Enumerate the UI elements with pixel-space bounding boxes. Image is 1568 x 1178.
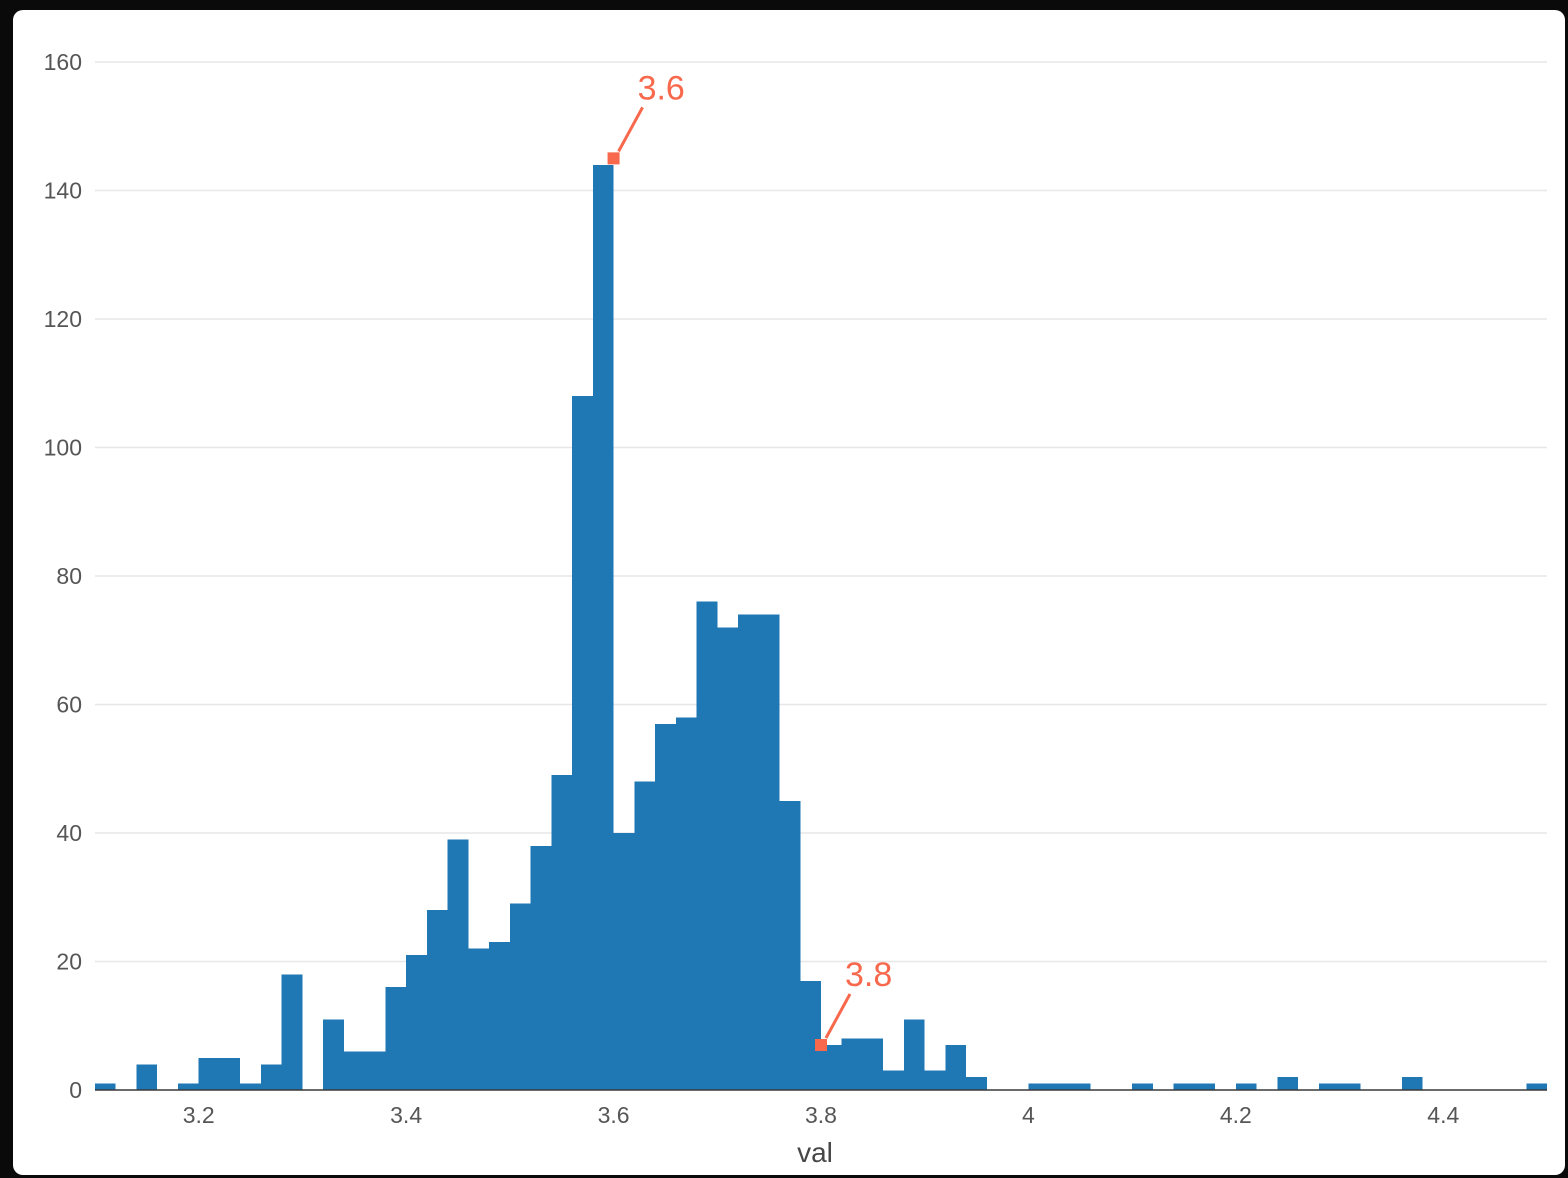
histogram-bars bbox=[95, 164, 1547, 1091]
histogram-bar bbox=[696, 601, 718, 1090]
histogram-bar bbox=[1194, 1083, 1216, 1090]
histogram-bar bbox=[738, 614, 759, 1090]
histogram-bar bbox=[198, 1057, 220, 1090]
x-tick-label: 4.4 bbox=[1427, 1102, 1459, 1128]
histogram-bar bbox=[1132, 1083, 1153, 1090]
histogram-bar bbox=[779, 800, 801, 1090]
x-tick-label: 3.6 bbox=[598, 1102, 630, 1128]
histogram-bar bbox=[862, 1038, 884, 1090]
histogram-bar bbox=[530, 845, 552, 1090]
x-tick-label: 3.8 bbox=[805, 1102, 837, 1128]
histogram-bar bbox=[406, 955, 427, 1090]
histogram-bar bbox=[966, 1077, 987, 1090]
histogram-bar bbox=[281, 974, 303, 1090]
y-tick-label: 140 bbox=[44, 178, 82, 204]
histogram-bar bbox=[364, 1051, 386, 1090]
histogram-bar bbox=[551, 775, 573, 1090]
histogram-bar bbox=[343, 1051, 365, 1090]
histogram-bar bbox=[675, 717, 697, 1090]
y-tick-label: 80 bbox=[56, 563, 82, 589]
x-tick-label: 3.4 bbox=[390, 1102, 422, 1128]
gridlines bbox=[95, 61, 1547, 963]
histogram-bar bbox=[841, 1038, 863, 1090]
histogram-bar bbox=[1049, 1083, 1070, 1090]
histogram-bar bbox=[509, 903, 531, 1090]
histogram-bar bbox=[655, 723, 676, 1090]
histogram-bar bbox=[821, 1045, 842, 1090]
histogram-bar bbox=[489, 942, 510, 1090]
histogram-bar bbox=[177, 1083, 199, 1090]
y-tick-label: 60 bbox=[56, 692, 82, 718]
histogram-bar bbox=[323, 1019, 344, 1090]
tick-labels: 0 20 40 60 80 100 120 140 160 3.2 3.4 3.6 3.8 4 4.2 4.4 bbox=[44, 49, 1460, 1128]
histogram-bar bbox=[945, 1045, 967, 1090]
histogram-bar bbox=[572, 396, 593, 1091]
y-tick-label: 20 bbox=[56, 949, 82, 975]
histogram-bar bbox=[1069, 1083, 1091, 1090]
annotation-arrow bbox=[617, 106, 644, 153]
annotations: 3.6 3.8 bbox=[607, 69, 892, 1052]
annotation-arrow bbox=[824, 993, 852, 1039]
histogram-bar bbox=[883, 1070, 904, 1090]
histogram-bar bbox=[1277, 1077, 1299, 1090]
histogram-bar bbox=[1318, 1083, 1340, 1090]
histogram-bar bbox=[1028, 1083, 1050, 1090]
annotation-marker bbox=[815, 1039, 827, 1052]
histogram-bar bbox=[634, 781, 656, 1090]
y-tick-label: 40 bbox=[56, 820, 82, 846]
x-tick-label: 4 bbox=[1022, 1102, 1035, 1128]
histogram-bar bbox=[613, 833, 635, 1090]
y-tick-label: 100 bbox=[44, 435, 82, 461]
histogram-bar bbox=[468, 948, 490, 1090]
histogram-bar bbox=[136, 1064, 158, 1090]
y-tick-label: 160 bbox=[44, 49, 82, 75]
histogram-bar bbox=[758, 614, 780, 1090]
histogram-bar bbox=[240, 1083, 261, 1090]
histogram-bar bbox=[1235, 1083, 1257, 1090]
x-tick-label: 3.2 bbox=[183, 1102, 215, 1128]
histogram-bar bbox=[1339, 1083, 1361, 1090]
histogram-bar bbox=[903, 1019, 925, 1090]
histogram-bar bbox=[592, 164, 614, 1091]
histogram-bar bbox=[924, 1070, 946, 1090]
annotation-label: 3.8 bbox=[845, 956, 892, 994]
histogram-bar bbox=[95, 1083, 116, 1090]
histogram-bar bbox=[717, 627, 739, 1090]
histogram-bar bbox=[800, 980, 821, 1090]
histogram-bar bbox=[260, 1064, 282, 1090]
histogram-bar bbox=[426, 910, 448, 1090]
histogram-bar bbox=[1526, 1083, 1547, 1090]
histogram-bar bbox=[219, 1057, 241, 1090]
x-tick-label: 4.2 bbox=[1220, 1102, 1252, 1128]
y-tick-label: 0 bbox=[69, 1077, 82, 1103]
x-axis-title: val bbox=[797, 1137, 833, 1168]
histogram-bar bbox=[447, 839, 469, 1090]
annotation-label: 3.6 bbox=[638, 69, 685, 107]
annotation-marker bbox=[607, 152, 620, 165]
histogram-bar bbox=[1401, 1077, 1423, 1090]
histogram-bar bbox=[1173, 1083, 1195, 1090]
y-tick-label: 120 bbox=[44, 306, 82, 332]
histogram-bar bbox=[385, 987, 407, 1090]
